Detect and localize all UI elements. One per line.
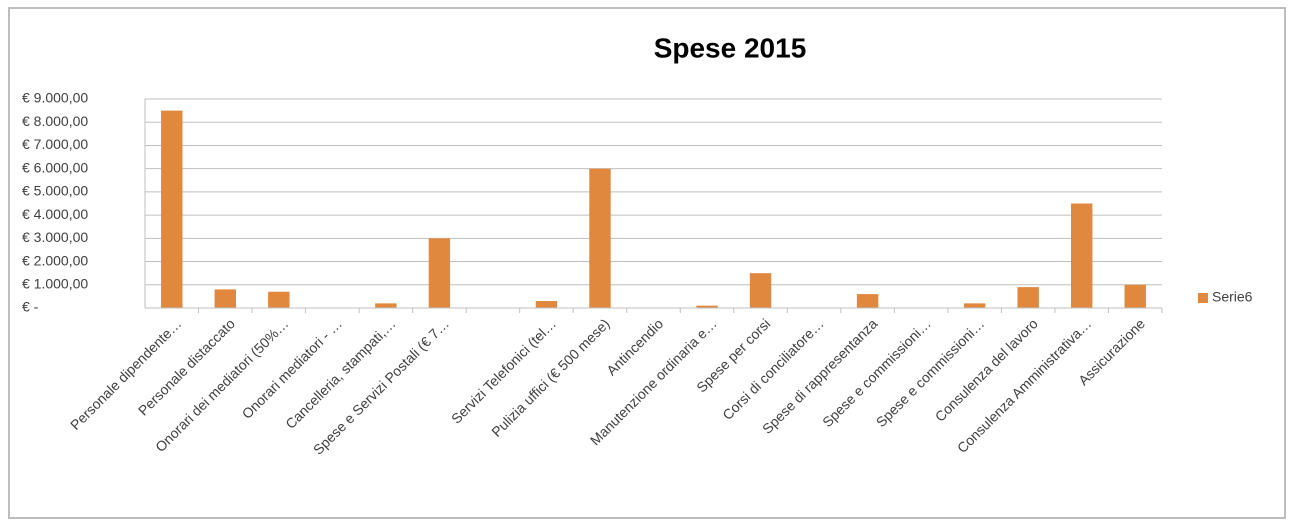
y-tick-label: € 4.000,00 <box>22 206 88 222</box>
bar <box>1017 287 1039 308</box>
y-tick-label: € - <box>22 299 39 315</box>
bar <box>535 301 558 308</box>
y-tick-label: € 7.000,00 <box>22 136 88 152</box>
y-tick-label: € 3.000,00 <box>22 229 88 245</box>
bar <box>268 291 290 308</box>
bar <box>963 303 986 308</box>
y-tick-label: € 8.000,00 <box>22 113 88 129</box>
y-tick-label: € 1.000,00 <box>22 275 88 291</box>
y-tick-label: € 5.000,00 <box>22 183 88 199</box>
y-tick-label: € 9.000,00 <box>22 90 88 106</box>
bar <box>1071 203 1093 308</box>
bar <box>856 294 879 308</box>
bar <box>375 303 397 308</box>
bar <box>214 289 236 308</box>
y-tick-label: € 6.000,00 <box>22 159 88 175</box>
bar <box>161 110 183 308</box>
bar <box>1124 284 1146 308</box>
y-tick-label: € 2.000,00 <box>22 252 88 268</box>
bar <box>428 238 451 308</box>
bar <box>696 305 718 308</box>
bar <box>589 168 611 308</box>
bar <box>749 273 772 308</box>
legend-swatch <box>1198 293 1208 303</box>
legend-label: Serie6 <box>1212 289 1253 305</box>
chart-border <box>8 7 1286 519</box>
chart-title: Spese 2015 <box>654 32 807 63</box>
